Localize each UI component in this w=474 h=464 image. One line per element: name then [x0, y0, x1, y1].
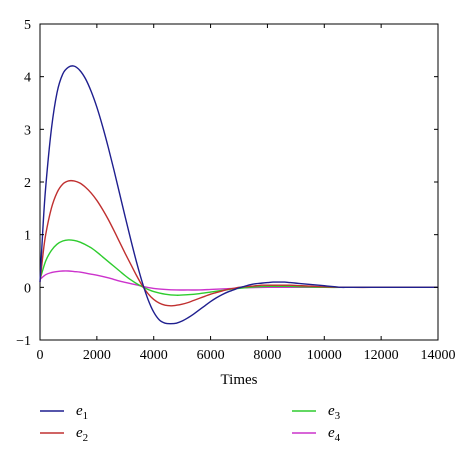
y-tick-label-5: 4 [24, 71, 31, 86]
x-tick-label-0: 0 [37, 348, 44, 363]
legend-item-e3: e3 [292, 403, 341, 422]
x-tick-label-3: 6000 [197, 348, 225, 363]
y-tick-label-2: 1 [24, 229, 31, 244]
y-tick-label-3: 2 [24, 176, 31, 191]
legend: e1 e2 e3 e4 [40, 403, 341, 444]
series-line-e2 [39, 179, 438, 307]
legend-label-e4: e4 [328, 425, 341, 444]
legend-item-e4: e4 [292, 425, 341, 444]
tick-layer: 0 2000 4000 6000 8000 10000 12000 14000 −1 0 1 2 3 4 5 [16, 18, 455, 363]
legend-label-e2: e2 [76, 425, 88, 444]
y-tick-label-6: 5 [24, 18, 31, 33]
x-axis-label: Times [221, 372, 258, 388]
series-layer [39, 65, 438, 325]
y-tick-label-1: 0 [24, 281, 31, 296]
x-tick-label-1: 2000 [83, 348, 111, 363]
x-tick-label-6: 12000 [364, 348, 399, 363]
legend-item-e2: e2 [40, 425, 88, 444]
x-tick-label-5: 10000 [307, 348, 342, 363]
y-tick-label-0: −1 [16, 334, 31, 349]
series-line-e3 [39, 239, 438, 296]
series-line-e1 [39, 65, 438, 325]
x-tick-label-2: 4000 [140, 348, 168, 363]
x-tick-label-7: 14000 [421, 348, 456, 363]
legend-item-e1: e1 [40, 403, 88, 422]
plot-frame [39, 23, 439, 341]
x-tick-label-4: 8000 [253, 348, 281, 363]
legend-label-e1: e1 [76, 403, 88, 422]
legend-label-e3: e3 [328, 403, 341, 422]
y-tick-label-4: 3 [24, 123, 31, 138]
